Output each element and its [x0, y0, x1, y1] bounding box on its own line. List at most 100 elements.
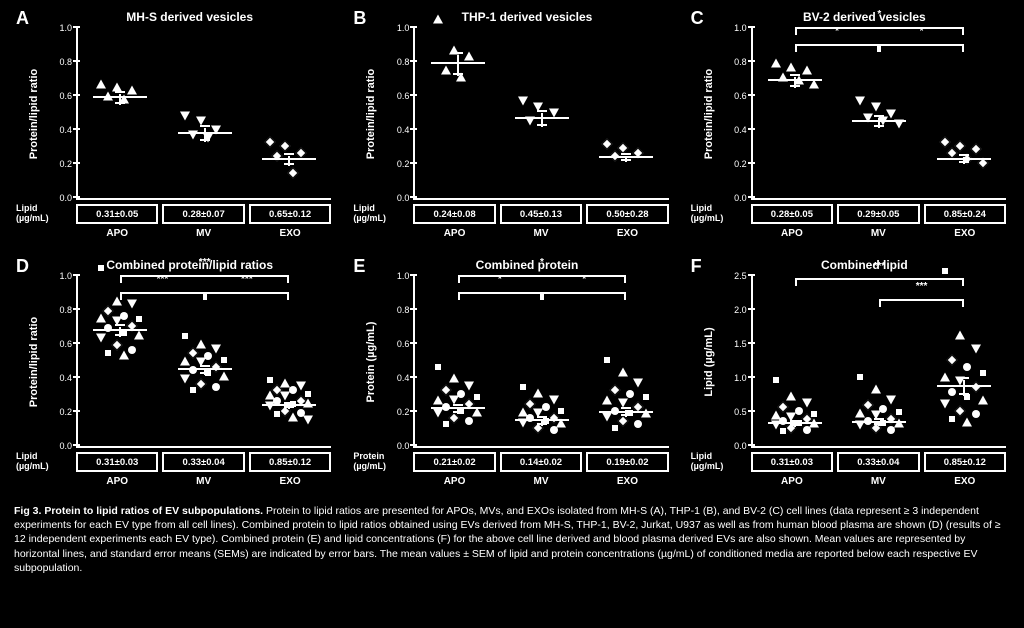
- x-category-label: APO: [413, 228, 495, 244]
- panel-title: Combined protein/lipid ratios: [12, 258, 337, 272]
- y-axis-label: Protein (µg/mL): [365, 322, 377, 403]
- y-axis-label: Protein/lipid ratio: [28, 317, 40, 407]
- error-cap: [537, 110, 547, 112]
- y-tick: [410, 26, 417, 28]
- data-point: [946, 354, 957, 365]
- y-tick: [73, 26, 80, 28]
- summary-cell: 0.31±0.03: [76, 452, 158, 472]
- error-cap: [790, 74, 800, 76]
- significance-label: *: [835, 26, 839, 37]
- data-point: [264, 137, 275, 148]
- summary-cell: 0.31±0.05: [76, 204, 158, 224]
- y-tick-label: 0.4: [50, 373, 72, 383]
- data-point: [104, 349, 112, 357]
- y-tick: [748, 308, 755, 310]
- summary-cell: 0.85±0.12: [924, 452, 1006, 472]
- y-tick: [410, 94, 417, 96]
- x-category-label: APO: [76, 228, 158, 244]
- plot-area: Protein/lipid ratio0.00.20.40.60.81.0***: [717, 28, 1006, 200]
- x-category-label: MV: [500, 228, 582, 244]
- axes: 0.00.20.40.60.81.0***: [751, 28, 1006, 200]
- error-cap: [621, 159, 631, 161]
- summary-cell: 0.19±0.02: [586, 452, 668, 472]
- y-tick: [748, 376, 755, 378]
- y-tick-label: 0.6: [50, 339, 72, 349]
- data-point: [779, 427, 787, 435]
- error-cap: [200, 125, 210, 127]
- y-axis-label: Protein/lipid ratio: [365, 69, 377, 159]
- data-point: [196, 339, 206, 348]
- axes: 0.00.20.40.60.81.0: [413, 28, 668, 200]
- data-point: [465, 417, 473, 425]
- data-point: [180, 111, 190, 120]
- x-category-label: MV: [837, 228, 919, 244]
- error-cap: [874, 115, 884, 117]
- data-point: [449, 395, 459, 404]
- y-tick-label: 0.8: [50, 57, 72, 67]
- significance-bar: [120, 292, 204, 300]
- error-cap: [115, 334, 125, 336]
- y-tick: [748, 128, 755, 130]
- summary-table: Lipid(µg/mL)0.31±0.030.33±0.040.85±0.12A…: [42, 450, 331, 496]
- panel-D: DCombined protein/lipid ratiosProtein/li…: [12, 256, 337, 496]
- y-tick-label: 0.8: [387, 57, 409, 67]
- data-point: [802, 66, 812, 75]
- error-cap: [453, 404, 463, 406]
- row-label: Lipid(µg/mL): [691, 452, 724, 472]
- y-tick-label: 0.6: [387, 91, 409, 101]
- summary-cell: 0.85±0.12: [249, 452, 331, 472]
- plot-area: Protein/lipid ratio0.00.20.40.60.81.0: [379, 28, 668, 200]
- data-point: [602, 395, 612, 404]
- data-point: [434, 363, 442, 371]
- data-point: [963, 363, 971, 371]
- summary-table: Protein(µg/mL)0.21±0.020.14±0.020.19±0.0…: [379, 450, 668, 496]
- summary-table: Lipid(µg/mL)0.31±0.050.28±0.070.65±0.12A…: [42, 202, 331, 248]
- y-tick-label: 1.0: [50, 23, 72, 33]
- data-point: [97, 264, 105, 272]
- data-point: [295, 147, 306, 158]
- y-tick-label: 0.4: [725, 125, 747, 135]
- panel-F: FCombined lipidLipid (µg/mL)0.00.51.01.5…: [687, 256, 1012, 496]
- y-tick-label: 0.6: [50, 91, 72, 101]
- data-point: [946, 147, 957, 158]
- summary-cell: 0.31±0.03: [751, 452, 833, 472]
- data-point: [212, 383, 220, 391]
- caption-bold: Fig 3. Protein to lipid ratios of EV sub…: [14, 505, 263, 517]
- data-point: [557, 407, 565, 415]
- y-tick: [748, 410, 755, 412]
- data-point: [978, 395, 988, 404]
- significance-label: *: [540, 257, 544, 268]
- data-point: [618, 399, 628, 408]
- data-point: [549, 395, 559, 404]
- data-point: [433, 15, 443, 24]
- data-point: [127, 300, 137, 309]
- y-tick-label: 1.5: [725, 339, 747, 349]
- data-point: [304, 390, 312, 398]
- data-point: [856, 373, 864, 381]
- data-point: [802, 399, 812, 408]
- significance-bar: [458, 292, 542, 300]
- data-point: [602, 412, 612, 421]
- data-point: [266, 376, 274, 384]
- error-cap: [200, 372, 210, 374]
- row-label: Lipid(µg/mL): [691, 204, 724, 224]
- data-point: [979, 369, 987, 377]
- plot-area: Protein/lipid ratio0.00.20.40.60.81.0***…: [42, 276, 331, 448]
- error-cap: [874, 125, 884, 127]
- data-point: [970, 144, 981, 155]
- x-category-label: EXO: [249, 228, 331, 244]
- data-point: [519, 383, 527, 391]
- data-point: [135, 315, 143, 323]
- y-tick-label: 0.2: [50, 407, 72, 417]
- error-cap: [453, 411, 463, 413]
- significance-bar: [120, 275, 289, 283]
- significance-bar: [205, 292, 289, 300]
- summary-cell: 0.28±0.05: [751, 204, 833, 224]
- y-tick-label: 0.5: [725, 407, 747, 417]
- significance-bar: [879, 299, 963, 307]
- data-point: [618, 368, 628, 377]
- y-tick-label: 0.2: [50, 159, 72, 169]
- x-category-label: MV: [837, 476, 919, 492]
- panel-A: AMH-S derived vesiclesProtein/lipid rati…: [12, 8, 337, 248]
- data-point: [886, 395, 896, 404]
